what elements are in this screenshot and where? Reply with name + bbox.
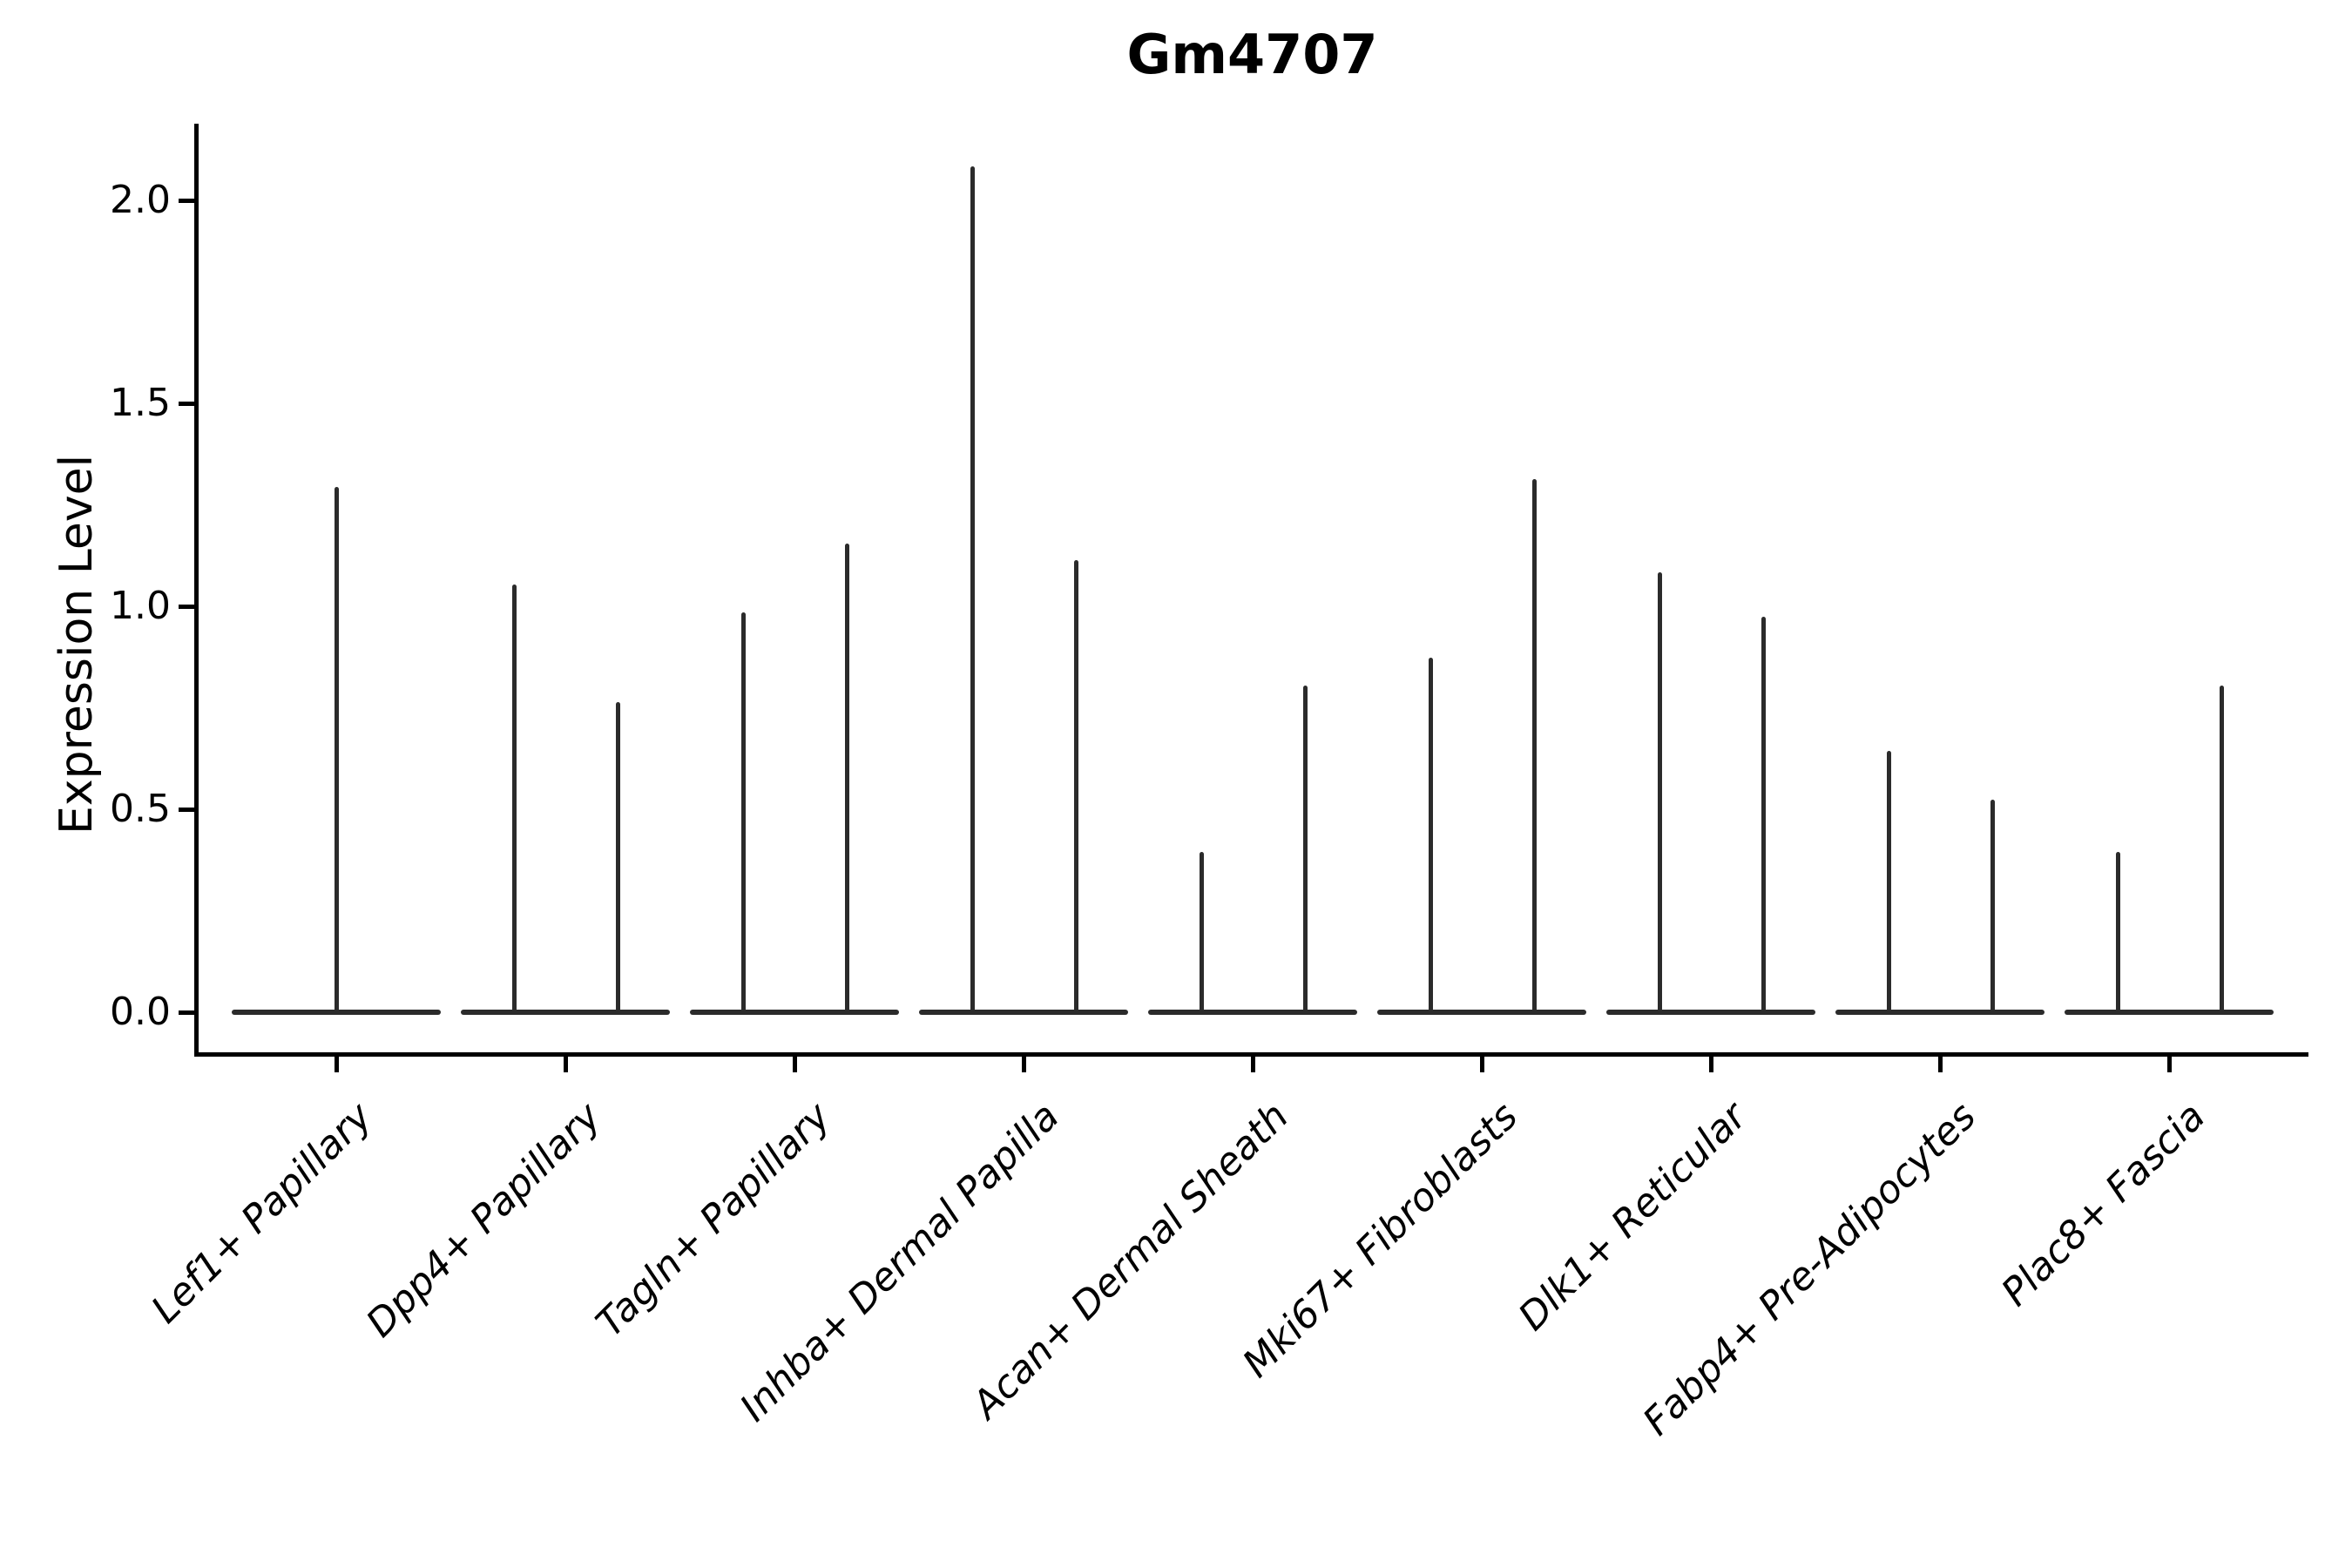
y-tick-mark <box>179 401 194 406</box>
violin-spike <box>1428 657 1433 1014</box>
y-axis-line <box>194 124 199 1057</box>
y-tick-mark <box>179 807 194 812</box>
x-tick-mark <box>563 1057 568 1072</box>
y-tick-label: 0.5 <box>110 787 171 831</box>
violin-baseline <box>690 1010 899 1015</box>
violin-spike <box>1657 571 1662 1014</box>
violin-spike <box>740 612 746 1014</box>
x-tick-label: Lef1+ Papillary <box>143 1094 382 1333</box>
violin-baseline <box>1377 1010 1586 1015</box>
y-tick-label: 2.0 <box>110 178 171 222</box>
y-tick-mark <box>179 1010 194 1015</box>
violin-spike <box>334 486 339 1014</box>
x-tick-mark <box>1250 1057 1255 1072</box>
chart-title: Gm4707 <box>1126 23 1378 86</box>
x-tick-mark <box>792 1057 797 1072</box>
y-axis-label: Expression Level <box>51 454 103 835</box>
violin-baseline <box>1606 1010 1815 1015</box>
x-tick-mark <box>1708 1057 1713 1072</box>
y-tick-label: 0.0 <box>110 990 171 1034</box>
violin-baseline <box>1148 1010 1357 1015</box>
violin-spike <box>844 544 849 1014</box>
violin-baseline <box>1835 1010 2044 1015</box>
violin-baseline <box>919 1010 1128 1015</box>
violin-spike <box>1073 559 1078 1014</box>
violin-spike <box>2115 852 2120 1014</box>
violin-spike <box>1761 616 1766 1014</box>
violin-spike <box>511 584 517 1014</box>
violin-spike <box>1302 686 1308 1014</box>
violin-spike <box>1199 852 1204 1014</box>
y-tick-label: 1.0 <box>110 584 171 628</box>
x-tick-label: Dlk1+ Reticular <box>1510 1094 1756 1340</box>
violin-spike <box>615 701 620 1014</box>
x-tick-mark <box>1021 1057 1026 1072</box>
y-tick-mark <box>179 198 194 203</box>
violin-spike <box>970 166 975 1014</box>
violin-spike <box>2219 686 2224 1014</box>
violin-spike <box>1990 799 1995 1014</box>
x-tick-label: Plac8+ Fascia <box>1992 1094 2214 1315</box>
violin-spike <box>1886 750 1891 1014</box>
x-tick-label: Tagln+ Papillary <box>587 1094 840 1346</box>
x-tick-label: Dpp4+ Papillary <box>358 1094 611 1347</box>
y-tick-mark <box>179 604 194 609</box>
violin-spike <box>1531 478 1537 1014</box>
x-tick-mark <box>1937 1057 1943 1072</box>
y-tick-label: 1.5 <box>110 381 171 425</box>
violin-baseline <box>2065 1010 2274 1015</box>
x-tick-mark <box>334 1057 339 1072</box>
x-tick-mark <box>2166 1057 2172 1072</box>
x-tick-mark <box>1479 1057 1484 1072</box>
violin-baseline <box>461 1010 670 1015</box>
x-axis-line <box>194 1052 2308 1057</box>
